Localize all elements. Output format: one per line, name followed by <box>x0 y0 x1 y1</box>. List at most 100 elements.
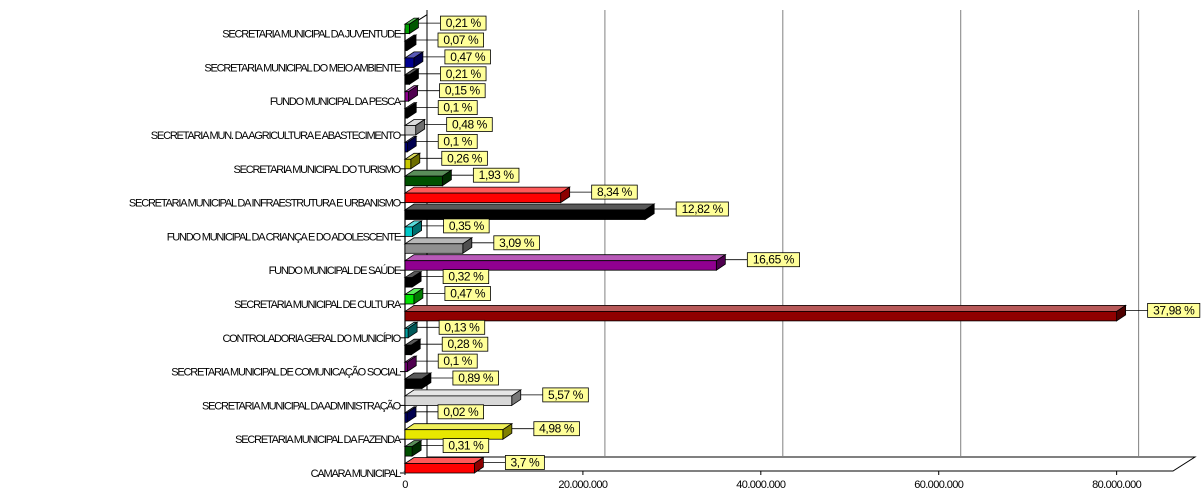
data-label-box <box>437 353 478 369</box>
bar-front <box>404 141 408 153</box>
gridlines <box>426 10 1140 457</box>
data-label: 0,26 % <box>447 151 483 165</box>
bar-front <box>404 91 409 102</box>
bar <box>403 186 571 204</box>
category-label: SECRETARIA MUNICIPAL DE CULTURA <box>234 299 402 311</box>
data-label-box <box>437 133 478 149</box>
bar <box>403 456 485 474</box>
tick-label: 20.000.000 <box>558 479 608 491</box>
data-label: 16,65 % <box>753 253 795 267</box>
bar-top <box>403 254 727 262</box>
bar <box>403 203 656 221</box>
bar <box>403 389 523 407</box>
data-label: 3,7 % <box>511 456 540 470</box>
bars <box>403 17 1127 474</box>
bar-front <box>404 260 717 271</box>
bar-front <box>404 463 475 474</box>
data-label: 4,98 % <box>539 422 575 436</box>
category-label: SECRETARIA MUNICIPAL DE COMUNICAÇÃO SOCI… <box>171 366 401 379</box>
data-label: 0,15 % <box>445 84 481 98</box>
bar-front <box>404 378 423 389</box>
bar-front <box>404 23 410 35</box>
data-label: 0,02 % <box>443 405 479 419</box>
bar <box>403 237 474 255</box>
bar-top <box>403 203 656 211</box>
data-label-box <box>437 32 484 48</box>
data-label-box <box>442 269 490 285</box>
bar-top <box>403 186 571 194</box>
bar-front <box>404 412 408 423</box>
data-label: 0,1 % <box>443 101 472 115</box>
tick-label: 40.000.000 <box>736 479 786 491</box>
bar-front <box>404 108 408 119</box>
data-label-box <box>746 252 800 268</box>
data-label: 0,35 % <box>449 219 485 233</box>
category-label: CAMARA MUNICIPAL <box>311 468 401 480</box>
tick-labels: 0 20.000.000 40.000.000 60.000.000 80.000.00… <box>402 479 1142 491</box>
data-label-box <box>1147 302 1201 318</box>
data-label: 0,89 % <box>458 371 494 385</box>
category-label: CONTROLADORIA GERAL DO MUNICÍPIO <box>222 332 401 345</box>
bar <box>403 152 422 170</box>
data-label-box <box>441 336 489 352</box>
data-label-box <box>675 201 729 217</box>
data-label: 12,82 % <box>682 202 724 216</box>
data-label: 0,21 % <box>446 16 482 30</box>
data-label: 0,32 % <box>448 270 484 284</box>
data-label: 0,1 % <box>443 134 472 148</box>
category-label: SECRETARIA MUNICIPAL DA FAZENDA <box>235 434 402 446</box>
bar <box>403 135 418 153</box>
bar-front <box>404 226 413 237</box>
data-label: 0,07 % <box>443 33 479 47</box>
data-label-box <box>452 370 499 386</box>
data-label: 0,1 % <box>443 354 472 368</box>
data-label: 3,09 % <box>499 236 535 250</box>
data-label-box <box>591 184 638 200</box>
data-label: 37,98 % <box>1153 303 1195 317</box>
bar <box>403 220 423 238</box>
data-label-box <box>446 117 493 132</box>
bar-front <box>404 125 417 136</box>
bar <box>403 253 727 271</box>
data-label-box <box>472 167 520 183</box>
bar <box>403 406 418 424</box>
data-label: 0,13 % <box>444 320 480 334</box>
data-label-box <box>439 83 486 99</box>
category-label: FUNDO MUNICIPAL DA CRIANÇA E DO ADOLESCE… <box>167 231 401 243</box>
data-label-box <box>504 455 545 470</box>
bar-front <box>404 310 1118 322</box>
data-label: 8,34 % <box>597 185 633 199</box>
category-label: SECRETARIA MUNICIPAL DO MEIO AMBIENTE <box>204 62 400 74</box>
bar-front <box>404 243 464 254</box>
data-labels: 0,21 % 0,07 % 0,47 % 0,21 % 0,15 % 0,1 % 0,48 … <box>416 15 1201 470</box>
bar <box>403 304 1127 322</box>
data-label-box <box>533 421 580 437</box>
data-label: 0,48 % <box>452 118 488 132</box>
bar <box>403 439 423 457</box>
bar <box>403 118 426 136</box>
data-label-box <box>444 49 491 65</box>
category-label: SECRETARIA MUNICIPAL DA ADMINISTRAÇÃO <box>202 399 402 412</box>
data-label-box <box>437 404 484 420</box>
bar <box>403 355 418 373</box>
bar-front <box>404 327 409 339</box>
tick-label: 0 <box>402 479 408 491</box>
category-label: FUNDO MUNICIPAL DE SAÚDE <box>269 264 401 277</box>
bar-front <box>404 57 415 68</box>
category-label: FUNDO MUNICIPAL DA PESCA <box>270 96 402 108</box>
bar <box>403 321 419 339</box>
category-labels: SECRETARIA MUNICIPAL DA JUVENTUDE SECRETA… <box>129 29 403 480</box>
category-label: SECRETARIA MUNICIPAL DO TURISMO <box>233 164 401 176</box>
data-label-box <box>542 387 589 403</box>
bar-front <box>404 40 408 51</box>
data-label-box <box>438 319 486 335</box>
bar-top <box>403 457 485 464</box>
bar <box>403 338 422 356</box>
data-label: 0,47 % <box>450 287 486 301</box>
data-label: 0,21 % <box>446 67 482 81</box>
bar <box>403 84 419 102</box>
data-label-box <box>437 100 478 115</box>
category-label: SECRETARIA MUNICIPAL DA JUVENTUDE <box>222 29 401 41</box>
bar-top <box>403 237 474 245</box>
